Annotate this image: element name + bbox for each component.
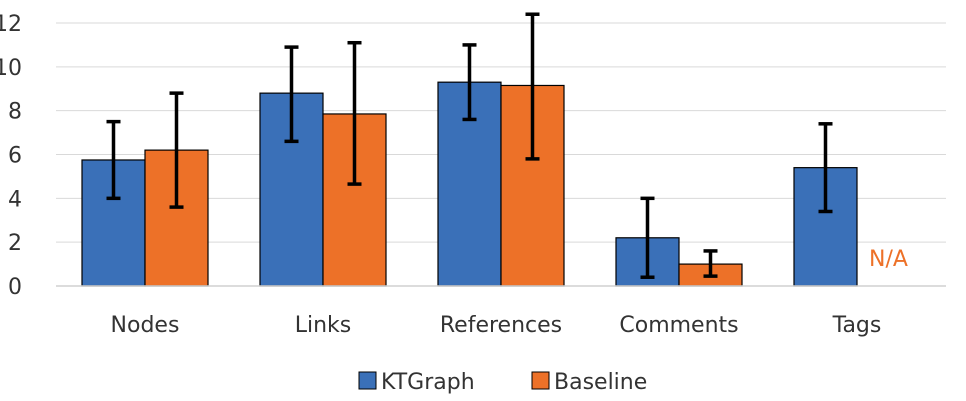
error-bar — [462, 43, 477, 122]
error-bar — [818, 122, 833, 214]
error-bar — [169, 91, 184, 209]
legend: KTGraph Baseline — [358, 370, 647, 395]
legend-swatch — [358, 371, 377, 390]
y-tick-label: 4 — [8, 187, 22, 212]
legend-swatch — [531, 371, 550, 390]
y-tick-label: 8 — [8, 100, 22, 125]
error-bar — [703, 249, 718, 278]
x-category-label: References — [440, 313, 562, 338]
x-category-label: Links — [295, 313, 352, 338]
y-tick-label: 2 — [8, 231, 22, 256]
y-tick-label: 0 — [8, 275, 22, 300]
error-bar — [640, 196, 655, 279]
y-tick-label: 10 — [0, 56, 22, 81]
y-tick-label: 12 — [0, 12, 22, 37]
y-tick-label: 6 — [8, 144, 22, 169]
x-category-label: Nodes — [111, 313, 180, 338]
legend-item-baseline: Baseline — [531, 370, 647, 395]
bars: N/A — [81, 81, 908, 287]
legend-label: KTGraph — [381, 370, 475, 395]
error-bar — [525, 12, 540, 161]
x-category-label: Tags — [832, 313, 882, 338]
error-bar — [347, 40, 362, 186]
x-axis-labels: Nodes Links References Comments Tags — [111, 313, 882, 338]
error-bar — [106, 119, 121, 201]
x-category-label: Comments — [619, 313, 738, 338]
legend-label: Baseline — [554, 370, 647, 395]
error-bar — [284, 45, 299, 144]
error-bars — [106, 12, 833, 279]
y-axis-ticks: 0 2 4 6 8 10 12 — [0, 12, 22, 300]
not-applicable-label: N/A — [869, 247, 908, 272]
legend-item-ktgraph: KTGraph — [358, 370, 475, 395]
